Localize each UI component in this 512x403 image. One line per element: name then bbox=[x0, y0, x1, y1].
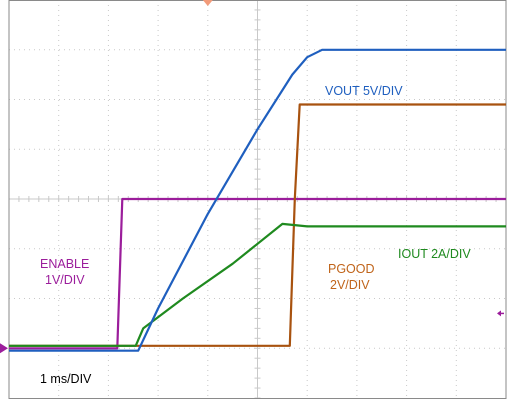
label-vout: VOUT 5V/DIV bbox=[325, 84, 403, 98]
level-arrow-head-icon bbox=[497, 310, 501, 317]
markers bbox=[0, 0, 504, 354]
label-pgood-line1: PGOOD bbox=[328, 262, 375, 276]
ground-marker-icon bbox=[0, 343, 8, 354]
trace-vout bbox=[9, 48, 506, 352]
trace-iout bbox=[9, 222, 506, 347]
label-timebase: 1 ms/DIV bbox=[40, 372, 92, 386]
label-enable-line2: 1V/DIV bbox=[45, 273, 85, 287]
label-iout: IOUT 2A/DIV bbox=[398, 247, 471, 261]
label-pgood-line2: 2V/DIV bbox=[330, 278, 370, 292]
trace-enable bbox=[9, 197, 506, 350]
trace-pgood bbox=[9, 103, 506, 347]
label-enable-line1: ENABLE bbox=[40, 257, 89, 271]
traces bbox=[9, 48, 506, 352]
trigger-marker-icon bbox=[202, 0, 213, 6]
